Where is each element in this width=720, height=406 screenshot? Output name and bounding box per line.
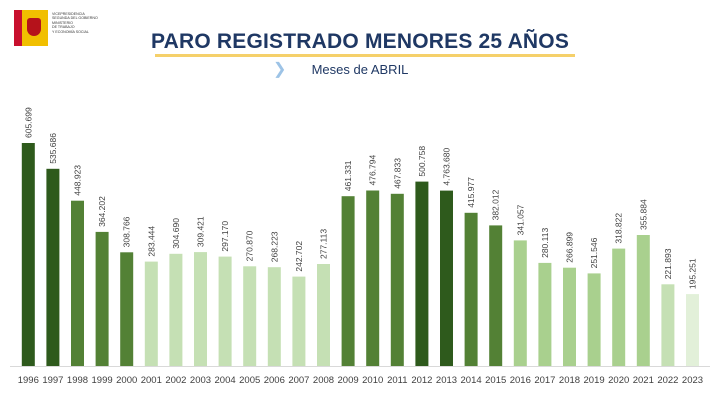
x-tick-label-2005: 2005 [239,375,260,386]
bar-2001 [144,261,158,366]
bar-2000 [120,252,134,366]
bar-2006 [267,267,281,366]
x-tick-label-2022: 2022 [657,375,678,386]
logo-line: MINISTERIO [52,20,73,25]
data-label-2002: 304.690 [171,218,181,249]
bar-2017 [538,262,552,366]
data-label-2004: 297.170 [220,221,230,252]
title-underline [155,54,575,57]
x-tick-label-2001: 2001 [141,375,162,386]
bar-2020 [612,248,626,366]
x-tick-label-2004: 2004 [215,375,236,386]
x-tick-label-1999: 1999 [92,375,113,386]
logo-line: VICEPRESIDENCIA [52,12,85,16]
x-tick-label-2011: 2011 [387,375,407,386]
data-label-2010: 476.794 [368,155,378,186]
data-label-1999: 364.202 [97,196,107,227]
bar-2005 [243,266,257,366]
bar-2021 [636,235,650,366]
logo-line: Y ECONOMÍA SOCIAL [52,29,89,34]
bar-2012 [415,181,429,366]
x-tick-label-2007: 2007 [288,375,309,386]
bar-2018 [563,267,576,366]
data-label-2011: 467.833 [392,158,402,189]
data-label-2006: 268.223 [269,231,279,262]
bar-2008 [317,264,330,366]
data-label-2014: 415.977 [466,177,476,208]
bar-1998 [71,200,84,366]
data-label-2016: 341.057 [515,204,525,235]
x-tick-label-2021: 2021 [633,375,654,386]
x-tick-label-2009: 2009 [338,375,359,386]
x-tick-label-2018: 2018 [559,375,580,386]
chart-title: PARO REGISTRADO MENORES 25 AÑOS [150,30,570,53]
bar-2002 [169,253,183,366]
logo-line: DE TRABAJO [52,25,75,30]
data-label-2007: 242.702 [294,241,304,272]
coat-of-arms-icon [27,18,41,36]
x-tick-label-2012: 2012 [411,375,432,386]
data-label-2003: 309.421 [196,216,206,247]
bar-1999 [95,231,109,366]
bar-2009 [341,196,355,366]
data-label-2022: 221.893 [663,248,673,279]
x-tick-label-2000: 2000 [116,375,137,386]
data-label-2013: 4.763.680 [442,148,452,186]
bar-2010 [366,190,380,366]
x-tick-label-2008: 2008 [313,375,334,386]
data-label-2000: 308.766 [122,216,132,247]
government-logo: VICEPRESIDENCIA SEGUNDA DEL GOBIERNO MIN… [14,8,110,48]
bar-2003 [194,252,207,366]
data-label-2008: 277.113 [319,229,329,259]
bar-1997 [46,168,60,366]
data-label-2005: 270.870 [245,230,255,261]
data-label-2021: 355.884 [638,199,648,230]
data-label-2017: 280.113 [540,228,550,258]
logo-line: SEGUNDA DEL GOBIERNO [52,16,98,21]
x-tick-label-2010: 2010 [362,375,383,386]
data-label-1997: 535.686 [48,133,58,164]
x-tick-label-1998: 1998 [67,375,88,386]
data-label-2012: 500.758 [417,146,427,177]
data-label-2023: 195.251 [688,258,698,289]
x-tick-label-2014: 2014 [461,375,482,386]
x-tick-label-2017: 2017 [534,375,555,386]
x-tick-label-2016: 2016 [510,375,531,386]
bar-2023 [686,294,699,366]
bar-2019 [587,273,601,366]
x-tick-label-2006: 2006 [264,375,285,386]
x-tick-label-2013: 2013 [436,375,457,386]
bar-2004 [218,256,232,366]
bar-2013 [440,190,453,366]
data-label-2001: 283.444 [146,226,156,257]
x-tick-label-2020: 2020 [608,375,629,386]
x-tick-label-1996: 1996 [18,375,39,386]
x-tick-label-2002: 2002 [165,375,186,386]
chevron-right-icon: ❯ [273,61,287,78]
data-label-2009: 461.331 [343,160,353,191]
x-tick-label-1997: 1997 [42,375,63,386]
bar-2022 [661,284,675,366]
bar-2011 [390,193,404,366]
data-label-1998: 448.923 [73,165,83,196]
x-tick-label-2003: 2003 [190,375,211,386]
flag-stripe-red [14,10,22,46]
data-label-2020: 318.822 [614,213,624,244]
data-label-2019: 251.546 [589,237,599,268]
data-label-2015: 382.012 [491,189,501,220]
bar-2014 [464,212,478,366]
bar-1996 [21,143,35,366]
x-tick-label-2023: 2023 [682,375,703,386]
bar-2016 [513,240,527,366]
x-tick-label-2019: 2019 [584,375,605,386]
bar-2007 [292,276,306,366]
x-tick-label-2015: 2015 [485,375,506,386]
bar-2015 [489,225,503,366]
data-label-1996: 605.699 [23,107,33,138]
ministry-text: VICEPRESIDENCIA SEGUNDA DEL GOBIERNO MIN… [52,12,112,34]
data-label-2018: 266.899 [565,232,575,263]
chart-subtitle: Meses de ABRIL [311,62,409,77]
